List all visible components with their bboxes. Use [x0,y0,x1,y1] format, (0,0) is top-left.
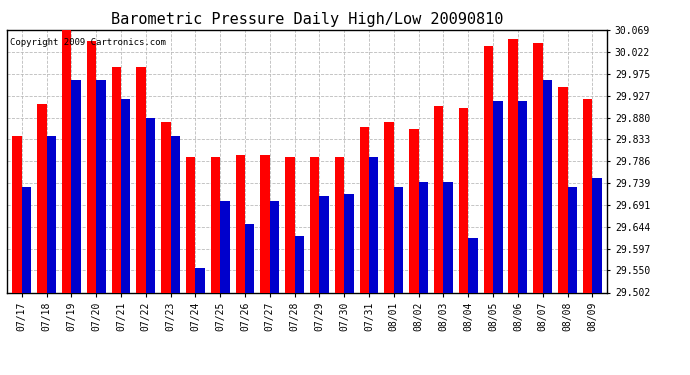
Bar [285,157,295,292]
Bar [186,157,195,292]
Bar [533,44,543,292]
Bar [260,156,270,292]
Bar [170,136,180,292]
Bar [384,122,394,292]
Bar [319,196,329,292]
Title: Barometric Pressure Daily High/Low 20090810: Barometric Pressure Daily High/Low 20090… [111,12,503,27]
Bar [409,129,419,292]
Bar [137,67,146,292]
Bar [359,127,369,292]
Bar [344,194,354,292]
Bar [444,182,453,292]
Bar [71,81,81,292]
Bar [310,157,319,292]
Bar [195,268,205,292]
Bar [211,157,220,292]
Bar [509,39,518,292]
Bar [220,201,230,292]
Bar [22,187,31,292]
Bar [459,108,469,292]
Bar [543,81,552,292]
Bar [146,117,155,292]
Bar [47,136,56,292]
Bar [87,41,96,292]
Bar [518,101,527,292]
Bar [62,30,71,292]
Bar [12,136,22,292]
Bar [583,99,592,292]
Text: Copyright 2009 Cartronics.com: Copyright 2009 Cartronics.com [10,38,166,47]
Bar [592,178,602,292]
Bar [394,187,403,292]
Bar [558,87,567,292]
Bar [161,122,170,292]
Bar [96,81,106,292]
Bar [295,236,304,292]
Bar [567,187,577,292]
Bar [37,104,47,292]
Bar [235,154,245,292]
Bar [493,101,502,292]
Bar [434,106,444,292]
Bar [469,238,477,292]
Bar [484,46,493,292]
Bar [419,182,428,292]
Bar [270,201,279,292]
Bar [335,157,344,292]
Bar [121,99,130,292]
Bar [112,67,121,292]
Bar [369,157,379,292]
Bar [245,224,255,292]
